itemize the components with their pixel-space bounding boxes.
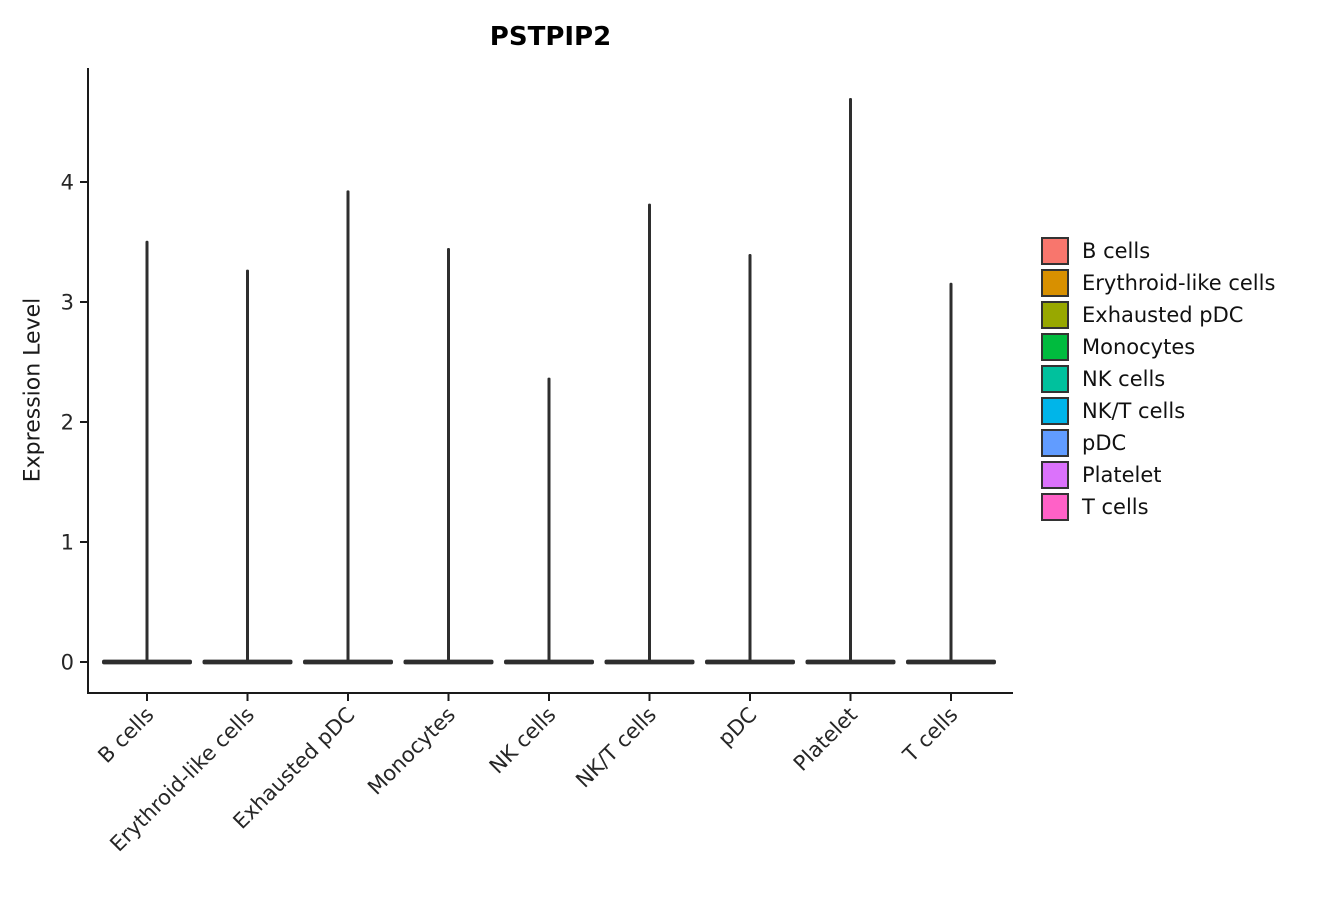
legend-label-nk-cells: NK cells (1082, 366, 1166, 391)
violin-spike-pdc (748, 254, 752, 662)
violin-spike-platelet (849, 98, 852, 662)
legend-label-exhausted-pdc: Exhausted pDC (1082, 302, 1244, 327)
legend-item-platelet: Platelet (1041, 461, 1275, 489)
legend-label-t-cells: T cells (1082, 494, 1149, 519)
legend-swatch-nk-t-cells (1041, 397, 1069, 425)
legend-label-platelet: Platelet (1082, 462, 1162, 487)
violin-base-monocytes (403, 659, 494, 665)
violin-spike-monocytes (447, 248, 450, 662)
violin-base-pdc (705, 659, 795, 665)
legend-item-nk-t-cells: NK/T cells (1041, 397, 1275, 425)
violin-base-t-cells (906, 659, 996, 665)
legend-swatch-pdc (1041, 429, 1069, 457)
legend-swatch-exhausted-pdc (1041, 301, 1069, 329)
legend-label-nk-t-cells: NK/T cells (1082, 398, 1186, 423)
y-tick-label: 4 (61, 171, 74, 195)
legend-label-monocytes: Monocytes (1082, 334, 1196, 359)
violin-spike-exhausted-pdc (346, 190, 350, 662)
x-tick-label-monocytes: Monocytes (363, 703, 460, 800)
x-tick-label-t-cells: T cells (898, 703, 963, 768)
legend-item-pdc: pDC (1041, 429, 1275, 457)
legend-label-erythroid-like-cells: Erythroid-like cells (1082, 270, 1276, 295)
violin-spike-nk-t-cells (648, 203, 651, 662)
violin-spike-b-cells (145, 240, 149, 663)
legend-label-b-cells: B cells (1082, 238, 1151, 263)
violin-spike-nk-cells (547, 377, 551, 662)
violin-base-nk-t-cells (604, 659, 695, 665)
legend-swatch-platelet (1041, 461, 1069, 489)
legend-swatch-nk-cells (1041, 365, 1069, 393)
violin-base-platelet (805, 659, 896, 665)
legend-label-pdc: pDC (1082, 430, 1127, 455)
x-tick-label-b-cells: B cells (93, 703, 158, 768)
x-tick-label-platelet: Platelet (789, 703, 862, 776)
legend-item-exhausted-pdc: Exhausted pDC (1041, 301, 1275, 329)
x-tick-label-nk-t-cells: NK/T cells (571, 703, 661, 793)
legend-item-monocytes: Monocytes (1041, 333, 1275, 361)
legend-swatch-b-cells (1041, 237, 1069, 265)
violin-base-nk-cells (504, 659, 594, 665)
violin-spike-t-cells (949, 282, 953, 662)
legend-swatch-monocytes (1041, 333, 1069, 361)
x-tick-label-pdc: pDC (713, 703, 761, 751)
x-tick-label-nk-cells: NK cells (485, 703, 561, 779)
y-tick-label: 0 (61, 651, 74, 675)
legend-item-nk-cells: NK cells (1041, 365, 1275, 393)
legend-item-b-cells: B cells (1041, 237, 1275, 265)
violin-base-exhausted-pdc (303, 659, 393, 665)
violin-base-erythroid-like-cells (202, 659, 293, 665)
y-tick-label: 1 (61, 531, 74, 555)
legend: B cells Erythroid-like cells Exhausted pDC… (1041, 237, 1275, 525)
violin-base-b-cells (102, 659, 192, 665)
y-tick-label: 3 (61, 291, 74, 315)
legend-item-erythroid-like-cells: Erythroid-like cells (1041, 269, 1275, 297)
legend-item-t-cells: T cells (1041, 493, 1275, 521)
chart-title: PSTPIP2 (489, 22, 612, 52)
legend-swatch-t-cells (1041, 493, 1069, 521)
legend-swatch-erythroid-like-cells (1041, 269, 1069, 297)
violin-spike-erythroid-like-cells (246, 269, 249, 662)
y-tick-label: 2 (61, 411, 74, 435)
